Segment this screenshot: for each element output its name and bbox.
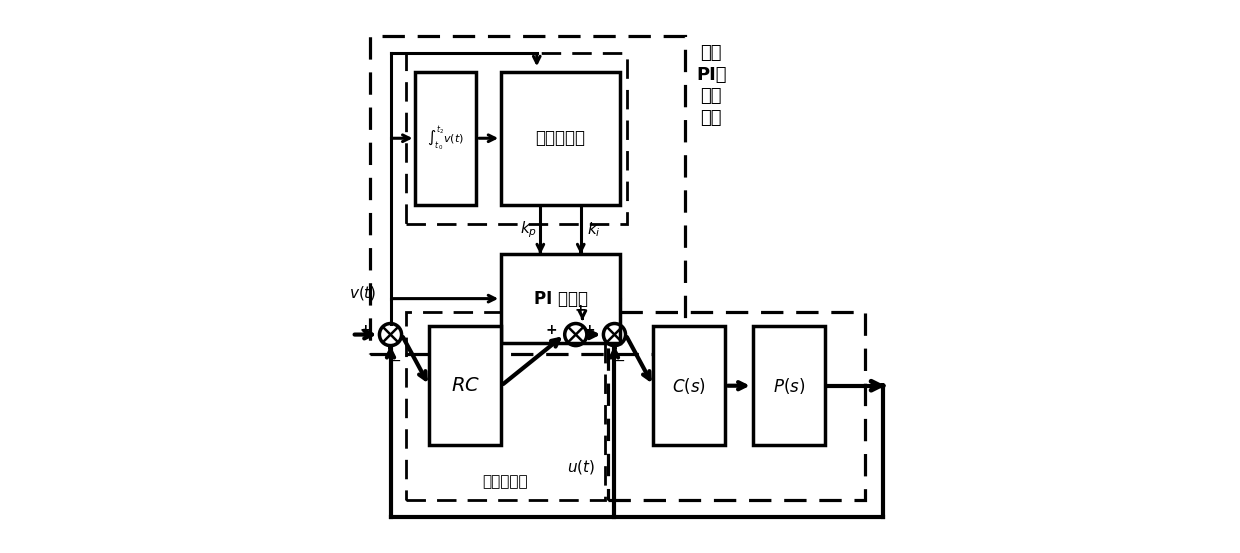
Text: +: + bbox=[360, 323, 372, 337]
Text: $\int_{t_0}^{t_2}v(t)$: $\int_{t_0}^{t_2}v(t)$ bbox=[428, 124, 464, 153]
FancyBboxPatch shape bbox=[415, 72, 476, 205]
Text: 预测
PI联
合控
制器: 预测 PI联 合控 制器 bbox=[696, 44, 727, 127]
FancyBboxPatch shape bbox=[501, 254, 620, 343]
Text: $P(s)$: $P(s)$ bbox=[773, 375, 805, 396]
Text: $C(s)$: $C(s)$ bbox=[672, 375, 706, 396]
Text: +: + bbox=[584, 323, 595, 337]
Text: $-$: $-$ bbox=[389, 352, 401, 367]
Text: +: + bbox=[546, 323, 557, 337]
Text: PI 控制器: PI 控制器 bbox=[533, 290, 588, 307]
Text: +: + bbox=[574, 303, 587, 317]
Text: 重复控制器: 重复控制器 bbox=[482, 474, 528, 489]
Text: $v(t)$: $v(t)$ bbox=[348, 284, 377, 302]
Text: $RC$: $RC$ bbox=[450, 376, 480, 395]
Text: $k_i$: $k_i$ bbox=[588, 220, 601, 239]
FancyBboxPatch shape bbox=[653, 326, 725, 445]
Text: $k_p$: $k_p$ bbox=[520, 219, 537, 240]
FancyBboxPatch shape bbox=[429, 326, 501, 445]
Text: $u(t)$: $u(t)$ bbox=[567, 458, 595, 476]
FancyBboxPatch shape bbox=[501, 72, 620, 205]
Text: 预测控制器: 预测控制器 bbox=[536, 129, 585, 147]
FancyBboxPatch shape bbox=[753, 326, 825, 445]
Text: $-$: $-$ bbox=[613, 352, 625, 367]
